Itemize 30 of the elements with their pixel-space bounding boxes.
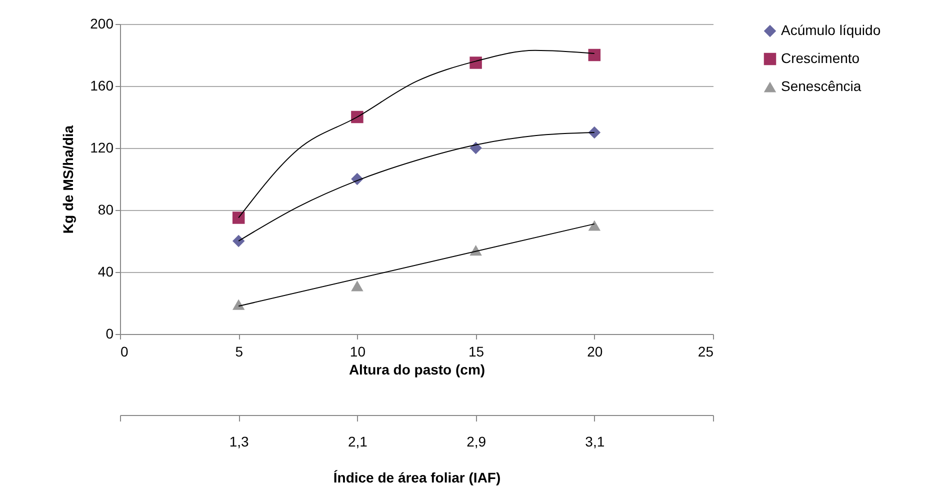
annotation: 2,9 [466, 434, 486, 450]
annotation: 1,3 [229, 434, 250, 450]
y-tick-label: 40 [98, 264, 114, 280]
x-tick-label: 5 [235, 344, 244, 360]
y-tick-label: 160 [90, 78, 114, 94]
x2-axis-title: Índice de área foliar (IAF) [333, 470, 501, 486]
y-tick-label: 200 [90, 16, 114, 32]
legend-label: Senescência [781, 78, 862, 94]
point [351, 110, 364, 124]
annotation: 3,1 [585, 434, 605, 450]
legend-label: Acúmulo líquido [781, 22, 881, 38]
point [588, 48, 601, 62]
x-axis-title: Altura do pasto (cm) [348, 362, 486, 378]
x-tick-label: 10 [350, 344, 366, 360]
legend-label: Crescimento [781, 50, 860, 66]
y-tick-label: 120 [90, 140, 114, 156]
point [588, 220, 601, 231]
x-tick-label: 25 [698, 344, 714, 360]
y-tick-label: 80 [98, 202, 114, 218]
point [232, 212, 245, 224]
annotation: 2,1 [348, 434, 368, 450]
x-tick-label: 0 [120, 344, 128, 360]
point [232, 234, 245, 248]
x-tick-label: 20 [587, 344, 603, 360]
point [232, 299, 245, 310]
x-tick-label: 15 [468, 344, 484, 360]
point [470, 56, 482, 69]
y-axis-title: Kg de MS/ha/dia [60, 125, 76, 234]
y-tick-label: 0 [106, 326, 114, 342]
point [351, 280, 364, 292]
